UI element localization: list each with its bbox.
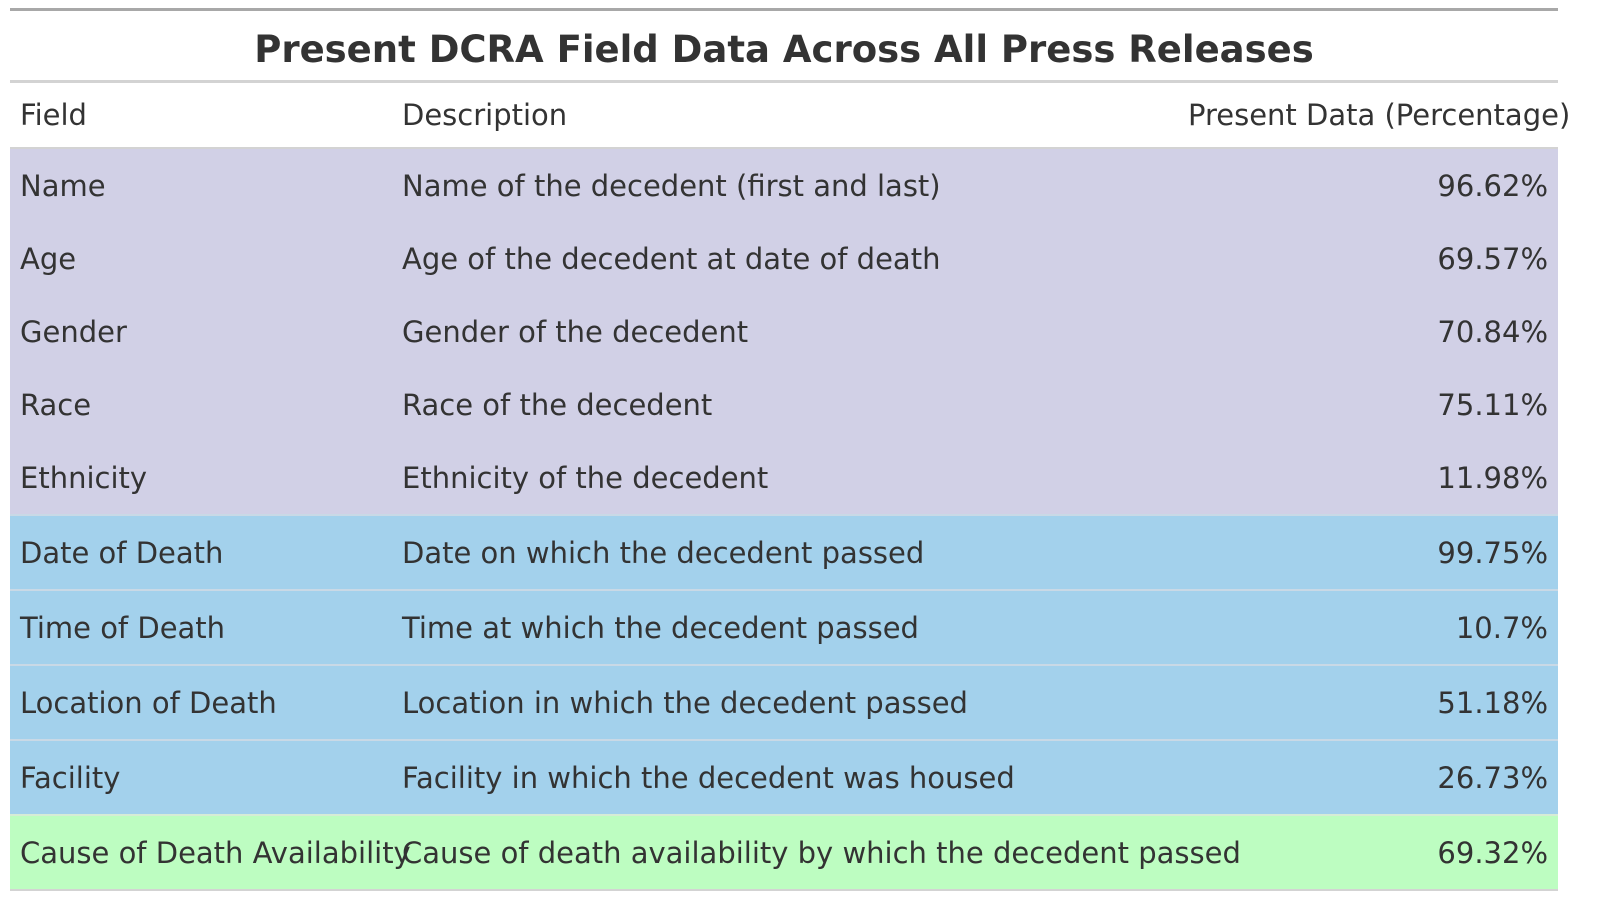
table-row: Name Name of the decedent (first and last… xyxy=(10,149,1558,222)
column-header-percentage: Present Data (Percentage) xyxy=(1188,98,1571,132)
cell-percentage: 10.7% xyxy=(1455,610,1548,645)
cell-percentage: 99.75% xyxy=(1437,535,1548,570)
cell-percentage: 70.84% xyxy=(1437,314,1548,349)
cell-field: Time of Death xyxy=(20,610,226,645)
cell-description: Facility in which the decedent was house… xyxy=(402,760,1015,795)
cell-percentage: 26.73% xyxy=(1437,760,1548,795)
cell-description: Date on which the decedent passed xyxy=(402,535,925,570)
table-header-row: Field Description Present Data (Percenta… xyxy=(10,83,1571,149)
cell-field: Age xyxy=(20,241,77,276)
table-row: Race Race of the decedent 75.11% xyxy=(10,368,1558,441)
bottom-rule xyxy=(10,889,1558,891)
table-row: Cause of Death Availability Cause of deat… xyxy=(10,814,1558,889)
column-header-description: Description xyxy=(402,98,568,132)
cell-description: Ethnicity of the decedent xyxy=(402,460,769,495)
top-rule xyxy=(10,8,1558,11)
data-table: Present DCRA Field Data Across All Press… xyxy=(10,8,1571,891)
cell-percentage: 69.32% xyxy=(1437,835,1548,870)
cell-field: Race xyxy=(20,387,92,422)
cell-percentage: 96.62% xyxy=(1437,168,1548,203)
cell-field: Name xyxy=(20,168,106,203)
cell-field: Date of Death xyxy=(20,535,224,570)
table-row: Age Age of the decedent at date of death 6… xyxy=(10,222,1558,295)
table-body: Name Name of the decedent (first and last… xyxy=(10,149,1558,889)
cell-field: Facility xyxy=(20,760,121,795)
cell-description: Race of the decedent xyxy=(402,387,713,422)
cell-field: Cause of Death Availability xyxy=(20,835,411,870)
cell-percentage: 75.11% xyxy=(1437,387,1548,422)
cell-description: Cause of death availability by which the… xyxy=(402,835,1241,870)
cell-description: Age of the decedent at date of death xyxy=(402,241,941,276)
table-row: Gender Gender of the decedent 70.84% xyxy=(10,295,1558,368)
table-row: Ethnicity Ethnicity of the decedent 11.98% xyxy=(10,441,1558,514)
cell-description: Gender of the decedent xyxy=(402,314,749,349)
cell-description: Time at which the decedent passed xyxy=(402,610,919,645)
table-title: Present DCRA Field Data Across All Press… xyxy=(254,28,1314,71)
cell-percentage: 51.18% xyxy=(1437,685,1548,720)
table-row: Date of Death Date on which the decedent … xyxy=(10,514,1558,589)
cell-description: Name of the decedent (first and last) xyxy=(402,168,941,203)
cell-field: Gender xyxy=(20,314,127,349)
column-header-field: Field xyxy=(20,98,87,132)
cell-description: Location in which the decedent passed xyxy=(402,685,968,720)
cell-field: Location of Death xyxy=(20,685,277,720)
title-rule xyxy=(10,80,1558,83)
cell-percentage: 69.57% xyxy=(1437,241,1548,276)
table-row: Facility Facility in which the decedent w… xyxy=(10,739,1558,814)
table-row: Location of Death Location in which the d… xyxy=(10,664,1558,739)
cell-field: Ethnicity xyxy=(20,460,148,495)
table-row: Time of Death Time at which the decedent … xyxy=(10,589,1558,664)
cell-percentage: 11.98% xyxy=(1437,460,1548,495)
